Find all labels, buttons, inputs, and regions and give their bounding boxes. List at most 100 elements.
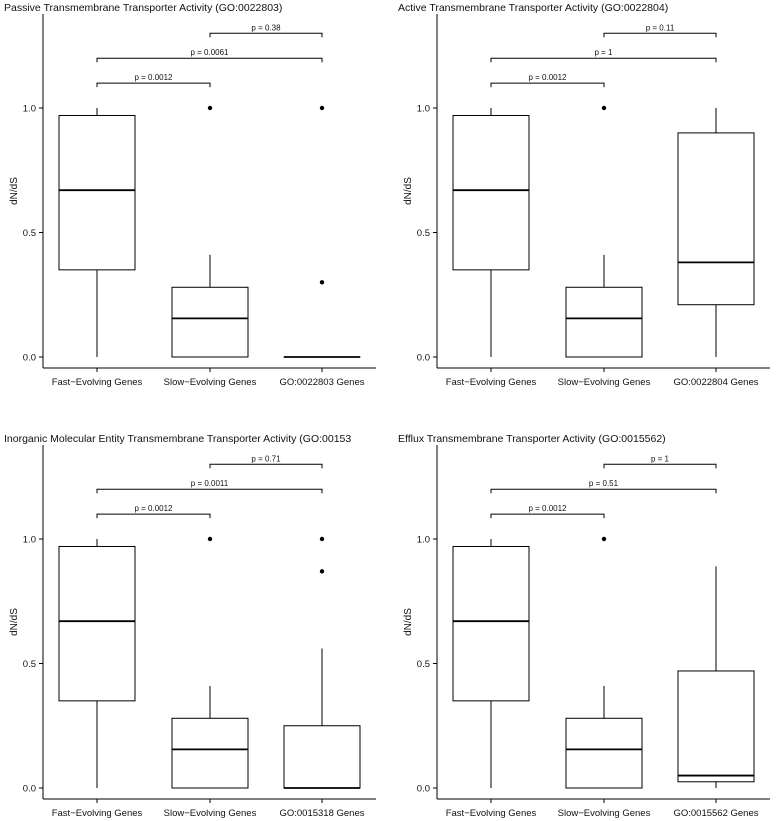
y-tick-label: 0.0 bbox=[23, 353, 36, 364]
x-tick-label: GO:0015562 Genes bbox=[673, 808, 758, 819]
box-iqr bbox=[677, 670, 755, 783]
box-group bbox=[677, 566, 755, 788]
x-tick-label: Slow−Evolving Genes bbox=[558, 808, 651, 819]
bracket-line bbox=[96, 488, 323, 494]
outlier-point bbox=[319, 536, 325, 542]
comparison-bracket: p = 0.0012 bbox=[490, 73, 605, 88]
y-axis-title: dN/dS bbox=[9, 608, 20, 636]
box-iqr bbox=[58, 114, 136, 271]
x-tick-label: Fast−Evolving Genes bbox=[52, 808, 143, 819]
bracket-line bbox=[209, 463, 323, 469]
p-value-label: p = 0.38 bbox=[251, 23, 281, 32]
p-value-label: p = 0.0061 bbox=[190, 48, 229, 57]
x-tick-label: Fast−Evolving Genes bbox=[52, 377, 143, 388]
x-tick-label: GO:0022803 Genes bbox=[279, 377, 364, 388]
y-axis-title: dN/dS bbox=[403, 608, 414, 636]
box-group bbox=[452, 539, 530, 788]
chart-title: Inorganic Molecular Entity Transmembrane… bbox=[4, 433, 351, 445]
comparison-bracket: p = 0.0011 bbox=[96, 479, 323, 494]
y-tick-label: 1.0 bbox=[417, 104, 430, 115]
outlier-point bbox=[319, 280, 325, 285]
bracket-line bbox=[603, 463, 717, 469]
x-tick-label: Slow−Evolving Genes bbox=[558, 377, 651, 388]
box-group bbox=[565, 536, 643, 789]
comparison-bracket: p = 0.51 bbox=[490, 479, 717, 494]
y-axis-title: dN/dS bbox=[9, 177, 20, 205]
chart-panel-3: Inorganic Molecular Entity Transmembrane… bbox=[4, 433, 376, 819]
comparison-bracket: p = 0.71 bbox=[209, 454, 323, 469]
y-tick-label: 0.5 bbox=[417, 228, 430, 239]
box-group bbox=[283, 536, 361, 789]
box-group bbox=[565, 105, 643, 358]
box-group bbox=[452, 108, 530, 357]
p-value-label: p = 0.71 bbox=[251, 454, 281, 463]
p-value-label: p = 0.0012 bbox=[134, 73, 173, 82]
box-iqr bbox=[283, 725, 361, 789]
y-tick-label: 0.5 bbox=[23, 228, 36, 239]
y-tick-label: 0.0 bbox=[23, 784, 36, 795]
comparison-bracket: p = 0.0012 bbox=[490, 504, 605, 519]
bracket-line bbox=[490, 82, 605, 88]
comparison-bracket: p = 1 bbox=[603, 454, 717, 469]
bracket-line bbox=[490, 488, 717, 494]
box-iqr bbox=[565, 717, 643, 789]
y-axis-title: dN/dS bbox=[403, 177, 414, 205]
box-iqr bbox=[452, 114, 530, 271]
x-tick-label: GO:0015318 Genes bbox=[279, 808, 364, 819]
box-group bbox=[283, 105, 361, 358]
box-iqr bbox=[171, 717, 249, 789]
x-tick-label: Slow−Evolving Genes bbox=[164, 808, 257, 819]
box-group bbox=[677, 108, 755, 357]
chart-title: Active Transmembrane Transporter Activit… bbox=[398, 2, 668, 14]
chart-title: Efflux Transmembrane Transporter Activit… bbox=[398, 433, 666, 445]
comparison-bracket: p = 0.11 bbox=[603, 23, 717, 38]
chart-title: Passive Transmembrane Transporter Activi… bbox=[4, 2, 282, 14]
box-group bbox=[171, 105, 249, 358]
box-iqr bbox=[58, 545, 136, 702]
chart-panel-2: Active Transmembrane Transporter Activit… bbox=[398, 2, 770, 388]
bracket-line bbox=[96, 57, 323, 63]
y-tick-label: 1.0 bbox=[23, 104, 36, 115]
outlier-point bbox=[601, 536, 607, 542]
p-value-label: p = 0.0011 bbox=[191, 479, 229, 488]
p-value-label: p = 0.0012 bbox=[134, 504, 173, 513]
comparison-bracket: p = 0.0061 bbox=[96, 48, 323, 63]
outlier-point bbox=[319, 105, 325, 111]
p-value-label: p = 0.11 bbox=[646, 23, 675, 32]
x-tick-label: GO:0022804 Genes bbox=[673, 377, 758, 388]
y-tick-label: 0.5 bbox=[23, 659, 36, 670]
x-tick-label: Fast−Evolving Genes bbox=[446, 808, 537, 819]
p-value-label: p = 1 bbox=[651, 454, 670, 463]
comparison-bracket: p = 1 bbox=[490, 48, 717, 63]
bracket-line bbox=[96, 513, 211, 519]
y-tick-label: 0.0 bbox=[417, 784, 430, 795]
x-tick-label: Slow−Evolving Genes bbox=[164, 377, 257, 388]
y-tick-label: 0.0 bbox=[417, 353, 430, 364]
outlier-point bbox=[601, 105, 607, 111]
box-iqr bbox=[171, 286, 249, 358]
p-value-label: p = 0.0012 bbox=[528, 504, 567, 513]
box-group bbox=[58, 539, 136, 788]
p-value-label: p = 0.0012 bbox=[528, 73, 567, 82]
y-tick-label: 1.0 bbox=[417, 535, 430, 546]
p-value-label: p = 0.51 bbox=[589, 479, 619, 488]
comparison-bracket: p = 0.0012 bbox=[96, 504, 211, 519]
box-iqr bbox=[452, 545, 530, 702]
bracket-line bbox=[96, 82, 211, 88]
box-group bbox=[58, 108, 136, 357]
bracket-line bbox=[490, 513, 605, 519]
outlier-point bbox=[319, 569, 325, 574]
y-tick-label: 1.0 bbox=[23, 535, 36, 546]
outlier-point bbox=[207, 536, 213, 542]
x-tick-label: Fast−Evolving Genes bbox=[446, 377, 537, 388]
box-iqr bbox=[677, 132, 755, 306]
chart-panel-1: Passive Transmembrane Transporter Activi… bbox=[4, 2, 376, 388]
box-iqr bbox=[565, 286, 643, 358]
bracket-line bbox=[209, 32, 323, 38]
comparison-bracket: p = 0.0012 bbox=[96, 73, 211, 88]
chart-panel-4: Efflux Transmembrane Transporter Activit… bbox=[398, 433, 770, 819]
p-value-label: p = 1 bbox=[594, 48, 613, 57]
y-tick-label: 0.5 bbox=[417, 659, 430, 670]
